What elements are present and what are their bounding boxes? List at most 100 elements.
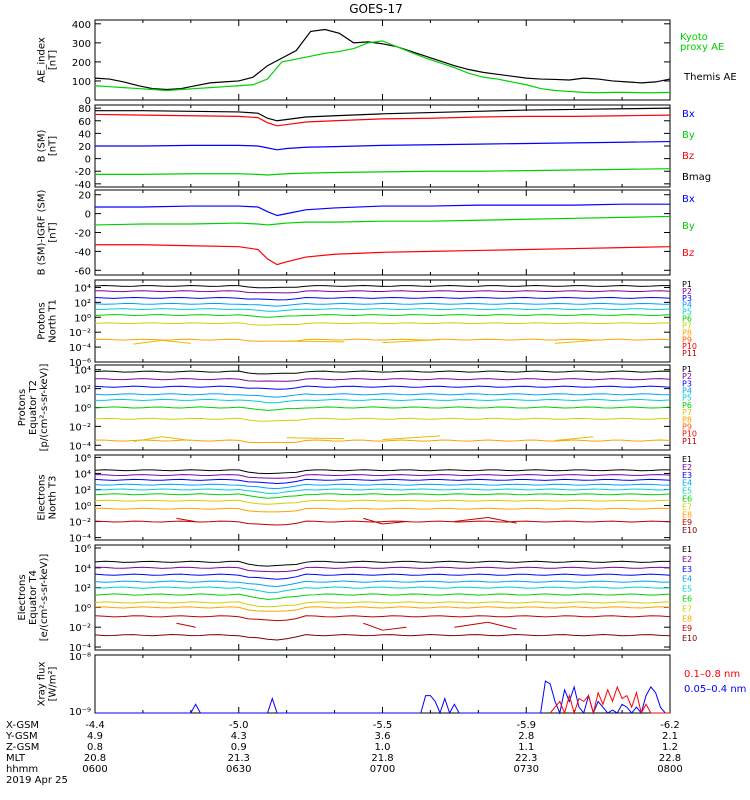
xaxis-value: 1.1 [518, 742, 534, 753]
electrons-north-channel-9 [94, 520, 671, 526]
bigrf-ytick-label: 20 [78, 191, 91, 202]
electrons-north-ytick-label: 10⁶ [74, 453, 91, 464]
xaxis-value: 4.3 [231, 731, 247, 742]
ae-legend-proxy-ae: proxy AE [680, 42, 724, 53]
bsm-ylabel: [nT] [48, 136, 59, 156]
electrons-north-ylabel: North T3 [48, 476, 59, 520]
protons-equator-legend-p6: P6 [682, 401, 692, 410]
electrons-equator-channel-6 [94, 593, 671, 600]
electrons-equator-channel-7 [94, 601, 671, 608]
bsm-legend-by: By [682, 130, 695, 141]
xaxis-value: -5.5 [373, 720, 393, 731]
protons-north-low-count-segment [133, 339, 163, 345]
xray-series-0-1-0-8-nm [549, 685, 670, 715]
bigrf-ylabel: B (SM)-IGRF (SM) [37, 190, 48, 276]
electrons-equator-channel-2 [94, 566, 671, 573]
electrons-equator-low-count-segment [454, 621, 488, 628]
xray-ylabel: Xray flux [37, 662, 48, 707]
xaxis-value: 22.8 [659, 753, 681, 764]
xray-legend-short: 0.05–0.4 nm [684, 684, 746, 695]
bsm-series-by [95, 168, 671, 176]
electrons-equator-legend-e1: E1 [682, 545, 692, 554]
protons-equator-channel-8 [94, 439, 671, 444]
bsm-series-bz [94, 113, 671, 127]
protons-north-ytick-label: 10⁻⁴ [69, 343, 91, 354]
bsm-legend-bmag: Bmag [682, 172, 711, 183]
electrons-north-legend-e10: E10 [682, 526, 697, 535]
electrons-north-channel-4 [94, 483, 671, 490]
electrons-equator-channel-8 [94, 606, 671, 612]
electrons-equator-ylabel: Equator T4 [28, 570, 39, 625]
electrons-north-low-count-segment [382, 521, 407, 525]
xaxis-row-label-y-gsm: Y-GSM [5, 731, 38, 742]
electrons-equator-legend-e2: E2 [682, 555, 692, 564]
xray-frame [94, 654, 671, 714]
xaxis-value: 22.3 [515, 753, 537, 764]
protons-north-channel-4 [94, 302, 671, 307]
bsm-legend-bz: Bz [682, 151, 694, 162]
electrons-north-ytick-label: 10² [74, 485, 91, 496]
electrons-north-channel-6 [94, 493, 671, 499]
protons-equator-ytick-label: 10⁻⁴ [69, 441, 91, 452]
protons-equator-legend-p5: P5 [682, 394, 692, 403]
xaxis-row-label-mlt: MLT [6, 753, 26, 764]
protons-equator-channel-5 [94, 398, 671, 404]
electrons-north-legend-e5: E5 [682, 487, 692, 496]
protons-equator-ytick-label: 10⁻² [69, 422, 91, 433]
electrons-equator-channel-10 [94, 634, 671, 641]
protons-north-low-count-segment [554, 339, 594, 344]
protons-north-ytick-label: 10⁴ [74, 283, 91, 294]
xray-ylabel: [W/m²] [48, 666, 59, 701]
xaxis-row-label-z-gsm: Z-GSM [6, 742, 39, 753]
protons-equator-ytick-label: 10⁴ [74, 366, 91, 377]
electrons-equator-low-count-segment [176, 622, 196, 628]
bsm-series-bmag [95, 107, 671, 122]
xaxis-value: 0700 [370, 764, 395, 775]
electrons-north-legend-e7: E7 [682, 502, 692, 511]
xray-legend-long: 0.1–0.8 nm [684, 669, 740, 680]
ae-ylabel: [nT] [48, 50, 59, 70]
ae-ylabel: AE_index [37, 37, 48, 83]
protons-north-channel-8 [94, 338, 671, 342]
date-label: 2019 Apr 25 [6, 775, 68, 786]
protons-north-ytick-label: 10⁰ [74, 313, 91, 324]
xaxis-value: 3.6 [375, 731, 391, 742]
protons-equator-channel-6 [94, 406, 671, 411]
protons-equator-legend-p10: P10 [682, 430, 697, 439]
electrons-north-ylabel: Electrons [37, 474, 48, 520]
protons-equator-legend-p2: P2 [682, 372, 692, 381]
protons-equator-channel-1 [94, 370, 671, 375]
ae-ytick-label: 300 [72, 39, 91, 50]
electrons-north-channel-7 [94, 499, 671, 505]
electrons-north-legend-e4: E4 [682, 479, 692, 488]
xaxis-value: 0600 [82, 764, 107, 775]
bigrf-ytick-label: -40 [75, 247, 91, 258]
xaxis-value: 0.8 [87, 742, 103, 753]
electrons-equator-ytick-label: 10² [74, 584, 91, 595]
protons-north-ylabel: North T1 [48, 299, 59, 343]
protons-north-legend-p5: P5 [682, 308, 692, 317]
protons-equator-legend-p9: P9 [682, 422, 692, 431]
protons-north-legend-p2: P2 [682, 287, 692, 296]
electrons-equator-ytick-label: 10⁶ [74, 544, 91, 555]
xaxis-value: 2.8 [518, 731, 534, 742]
electrons-north-legend-e1: E1 [682, 455, 692, 464]
xray-ytick-label: 10⁻⁹ [69, 707, 91, 718]
protons-north-legend-p8: P8 [682, 328, 692, 337]
bsm-legend-bx: Bx [682, 109, 695, 120]
protons-equator-channel-3 [94, 385, 671, 390]
electrons-equator-legend-e4: E4 [682, 575, 692, 584]
electrons-equator-ytick-label: 10⁻² [69, 623, 91, 634]
protons-north-channel-7 [94, 322, 671, 326]
electrons-equator-ytick-label: 10⁴ [74, 564, 91, 575]
xaxis-value: 20.8 [84, 753, 106, 764]
ae-series-kyoto-proxy-ae [94, 40, 671, 94]
electrons-equator-ytick-label: 10⁻⁴ [69, 643, 91, 654]
electrons-equator-low-count-segment [382, 626, 407, 631]
protons-north-legend-p11: P11 [682, 349, 697, 358]
electrons-equator-channel-9 [94, 615, 671, 622]
protons-north-ylabel: Protons [37, 302, 48, 339]
electrons-north-channel-2 [94, 474, 671, 479]
